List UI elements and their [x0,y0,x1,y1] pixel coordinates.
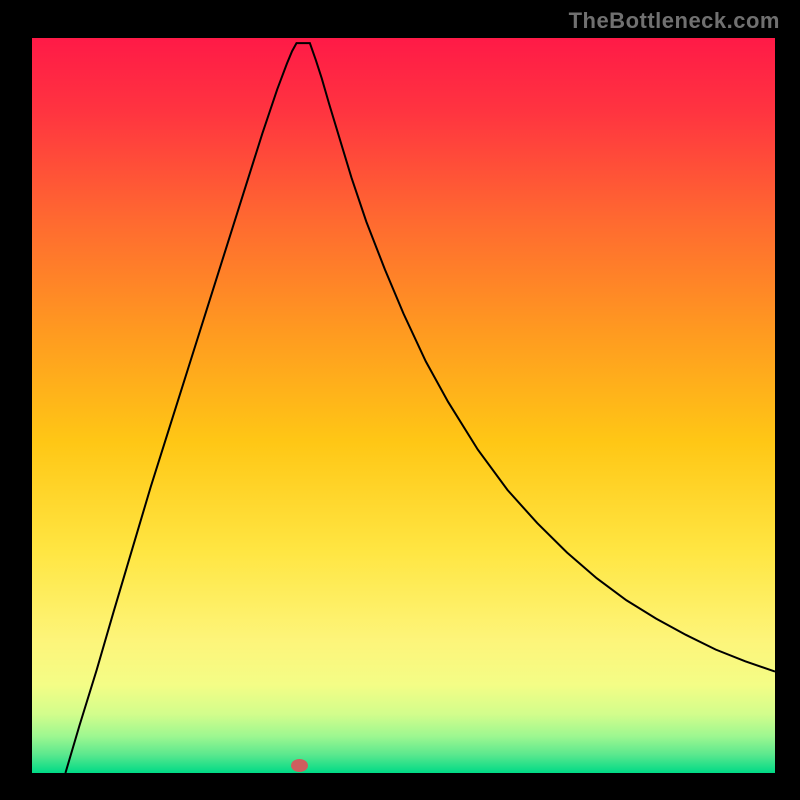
frame-right [775,0,800,800]
watermark-text: TheBottleneck.com [569,8,780,34]
bottleneck-curve [32,38,775,773]
frame-left [0,0,32,800]
gradient-background [32,38,775,773]
plot-area [32,38,775,773]
frame-bottom [0,773,800,800]
